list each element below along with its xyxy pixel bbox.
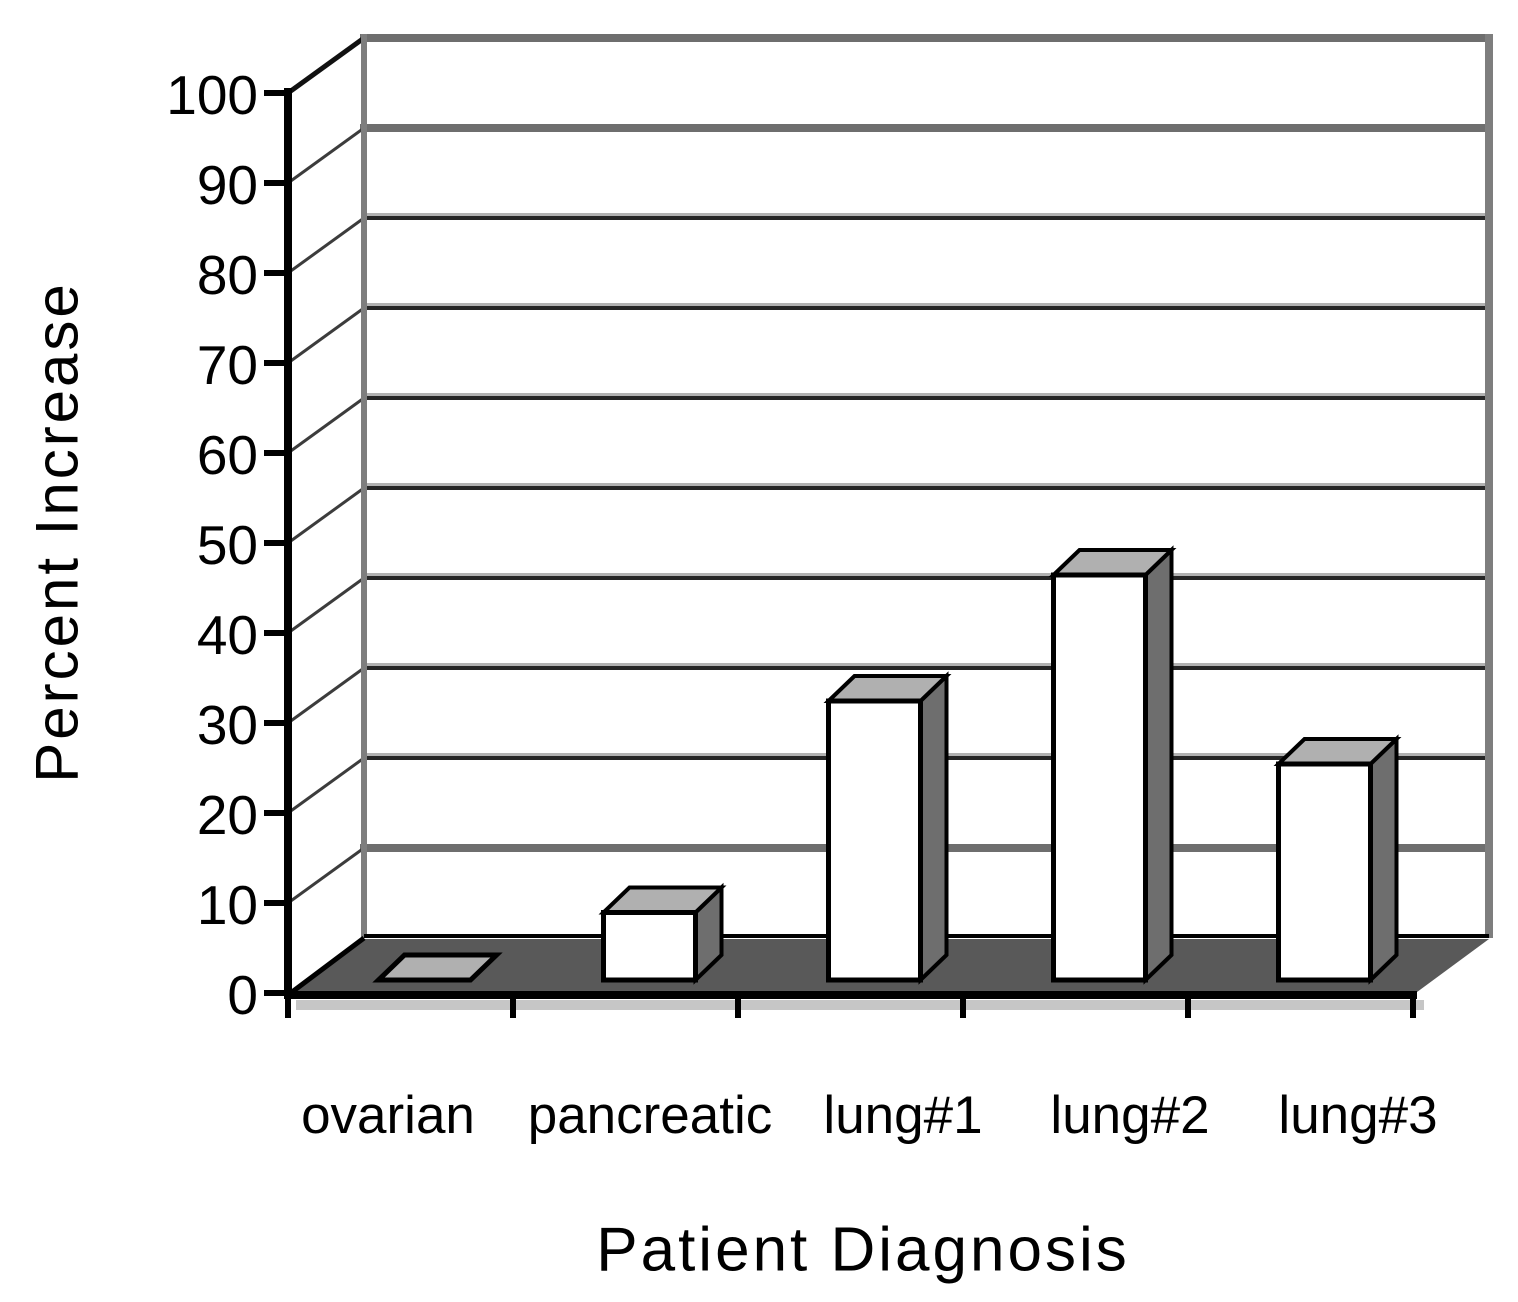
x-tick-1 bbox=[510, 995, 516, 1018]
gridline-50 bbox=[364, 486, 1489, 490]
floor-left-edge bbox=[286, 936, 366, 997]
bar-ovarian bbox=[372, 952, 503, 983]
sidewall-gridline-20 bbox=[287, 756, 365, 815]
gridline-70 bbox=[364, 306, 1489, 310]
y-tick-80 bbox=[264, 270, 288, 276]
y-tick-label-50: 50 bbox=[197, 514, 258, 576]
sidewall-gridline-50 bbox=[287, 486, 365, 545]
bar-lung-1 bbox=[823, 671, 952, 985]
sidewall-gridline-40 bbox=[287, 576, 365, 635]
y-axis-title: Percent Increase bbox=[23, 281, 91, 783]
y-tick-0 bbox=[264, 990, 288, 996]
gridline-30 bbox=[364, 666, 1489, 670]
sidewall-gridline-70 bbox=[287, 306, 365, 365]
y-tick-100 bbox=[264, 90, 288, 96]
bar-lung-3 bbox=[1273, 734, 1402, 985]
y-tick-label-70: 70 bbox=[197, 334, 258, 396]
bar-front bbox=[1051, 572, 1148, 983]
y-tick-label-90: 90 bbox=[197, 154, 258, 216]
y-tick-label-80: 80 bbox=[197, 244, 258, 306]
gridline-40 bbox=[364, 576, 1489, 580]
y-tick-70 bbox=[264, 360, 288, 366]
bar-top-flat bbox=[372, 952, 503, 983]
sidewall-gridline-100 bbox=[286, 35, 366, 96]
x-tick-3 bbox=[960, 995, 966, 1018]
gridline-highlight-70 bbox=[364, 303, 1489, 306]
y-tick-10 bbox=[264, 900, 288, 906]
y-tick-label-40: 40 bbox=[197, 604, 258, 666]
sidewall-gridline-30 bbox=[287, 666, 365, 725]
x-tick-4 bbox=[1185, 995, 1191, 1018]
bar-lung-2 bbox=[1048, 545, 1177, 985]
gridline-60 bbox=[364, 396, 1489, 400]
y-tick-90 bbox=[264, 180, 288, 186]
y-tick-20 bbox=[264, 810, 288, 816]
y-tick-60 bbox=[264, 450, 288, 456]
gridline-highlight-40 bbox=[364, 573, 1489, 576]
bar-front bbox=[1276, 761, 1373, 983]
y-tick-50 bbox=[264, 540, 288, 546]
x-axis-shadow bbox=[296, 1000, 1424, 1010]
back-wall-right-edge bbox=[1485, 34, 1493, 938]
gridline-100 bbox=[360, 34, 1493, 42]
back-wall-left-edge bbox=[361, 34, 367, 938]
y-tick-40 bbox=[264, 630, 288, 636]
bar-side bbox=[1143, 545, 1174, 985]
gridline-highlight-50 bbox=[364, 483, 1489, 486]
sidewall-gridline-60 bbox=[287, 396, 365, 455]
gridline-highlight-60 bbox=[364, 393, 1489, 396]
category-label-lung-3: lung#3 bbox=[1278, 1086, 1437, 1145]
bar-pancreatic bbox=[598, 882, 727, 985]
y-tick-label-20: 20 bbox=[197, 784, 258, 846]
bar-side bbox=[1368, 734, 1399, 985]
x-tick-5 bbox=[1410, 995, 1416, 1018]
sidewall-gridline-10 bbox=[287, 846, 365, 905]
x-tick-0 bbox=[285, 995, 291, 1018]
y-tick-label-100: 100 bbox=[166, 64, 258, 126]
y-tick-label-30: 30 bbox=[197, 694, 258, 756]
x-axis-line bbox=[284, 991, 1417, 999]
sidewall-gridline-90 bbox=[287, 126, 365, 185]
sidewall-gridline-80 bbox=[287, 216, 365, 275]
bar-front bbox=[826, 698, 923, 983]
category-label-pancreatic: pancreatic bbox=[528, 1086, 773, 1145]
bar-side bbox=[918, 671, 949, 985]
category-label-ovarian: ovarian bbox=[301, 1086, 475, 1145]
category-label-lung-2: lung#2 bbox=[1050, 1086, 1209, 1145]
y-tick-label-60: 60 bbox=[197, 424, 258, 486]
y-tick-label-0: 0 bbox=[227, 964, 258, 1026]
x-axis-title: Patient Diagnosis bbox=[596, 1215, 1130, 1285]
y-tick-label-10: 10 bbox=[197, 874, 258, 936]
gridline-80 bbox=[364, 216, 1489, 220]
gridline-highlight-30 bbox=[364, 663, 1489, 666]
gridline-90 bbox=[360, 124, 1493, 132]
y-tick-30 bbox=[264, 720, 288, 726]
x-tick-2 bbox=[735, 995, 741, 1018]
bar-front bbox=[601, 910, 698, 983]
gridline-highlight-80 bbox=[364, 213, 1489, 216]
category-label-lung-1: lung#1 bbox=[823, 1086, 982, 1145]
